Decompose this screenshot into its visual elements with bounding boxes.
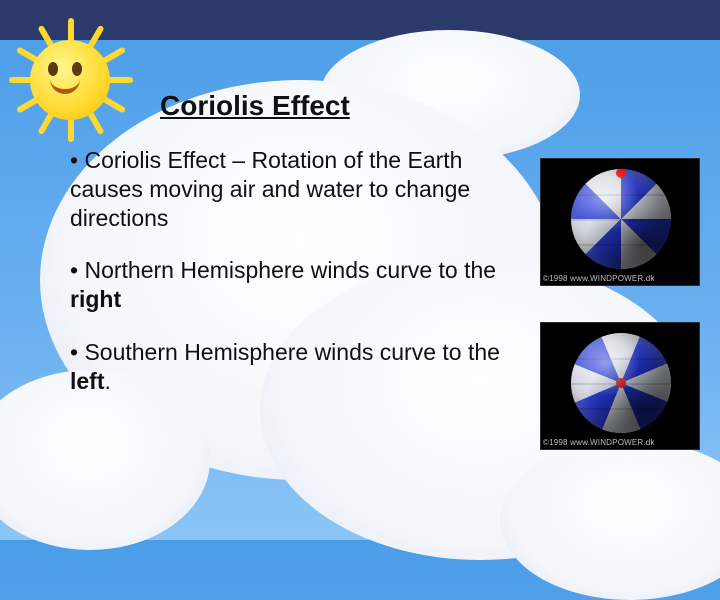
- marker-dot: [616, 378, 626, 388]
- marker-dot: [616, 169, 626, 178]
- figure-caption: ©1998 www.WINDPOWER.dk: [543, 274, 655, 283]
- slide-title: Coriolis Effect: [160, 90, 500, 122]
- coriolis-figure-top: ©1998 www.WINDPOWER.dk: [540, 158, 700, 286]
- globe-icon: [571, 169, 671, 269]
- bullet-item: Northern Hemisphere winds curve to the r…: [70, 256, 500, 314]
- bold-word: right: [70, 286, 121, 312]
- figure-column: ©1998 www.WINDPOWER.dk ©1998 www.WINDPOW…: [540, 158, 700, 486]
- slide-content: Coriolis Effect Coriolis Effect – Rotati…: [70, 70, 500, 419]
- bullet-item: Southern Hemisphere winds curve to the l…: [70, 338, 500, 396]
- bullet-text: Southern Hemisphere winds curve to the l…: [70, 339, 500, 394]
- figure-caption: ©1998 www.WINDPOWER.dk: [543, 438, 655, 447]
- bold-word: left: [70, 368, 105, 394]
- sun-eye-left: [48, 62, 58, 76]
- globe-icon: [571, 333, 671, 433]
- bullet-text: Coriolis Effect – Rotation of the Earth …: [70, 147, 470, 231]
- bullet-item: Coriolis Effect – Rotation of the Earth …: [70, 146, 500, 232]
- bullet-text: Northern Hemisphere winds curve to the r…: [70, 257, 496, 312]
- coriolis-figure-bottom: ©1998 www.WINDPOWER.dk: [540, 322, 700, 450]
